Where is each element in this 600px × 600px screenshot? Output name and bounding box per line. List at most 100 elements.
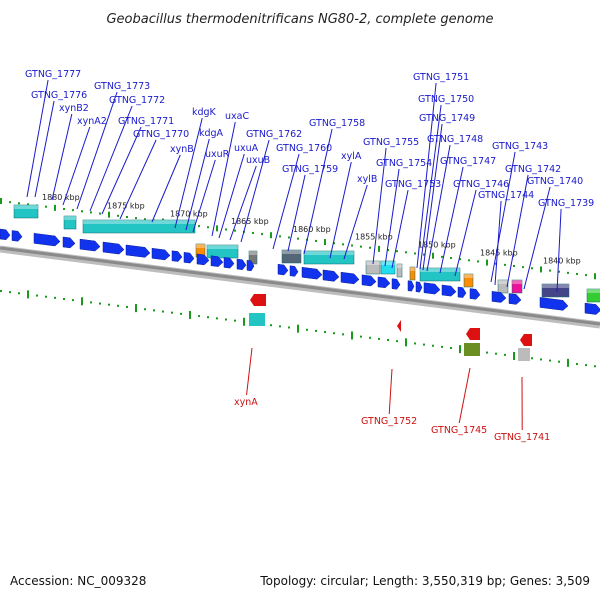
scale-tick (324, 239, 326, 246)
scale-tick (288, 236, 290, 239)
feature-block-highlight (304, 251, 354, 255)
scale-tick (63, 207, 65, 210)
scale-tick (207, 316, 209, 319)
feature-block-body (409, 266, 416, 281)
leader-line (101, 126, 142, 215)
gene-label-gtng_1759: GTNG_1759 (282, 164, 338, 175)
feature-block-body (281, 249, 302, 264)
scale-tick (378, 245, 380, 252)
gene-label-gtng_1777: GTNG_1777 (25, 69, 81, 80)
gene-label-gtng_1739: GTNG_1739 (538, 198, 594, 209)
feature-block-body (541, 283, 570, 298)
reverse-cds-arrow (466, 328, 480, 340)
scale-tick (549, 269, 551, 272)
scale-tick (360, 335, 362, 338)
cds-arrow (301, 266, 323, 280)
scale-tick (225, 318, 227, 321)
scale-tick (45, 295, 47, 298)
cds-arrow (0, 228, 11, 241)
cds-arrow (33, 233, 61, 247)
scale-tick (216, 317, 218, 320)
feature-block-highlight (420, 268, 460, 272)
feature-block-highlight (249, 251, 257, 255)
scale-tick (72, 299, 74, 302)
map-title: Geobacillus thermodenitrificans NG80-2, … (106, 12, 493, 27)
leader-line (494, 200, 502, 286)
gene-label-gtng_1762: GTNG_1762 (246, 129, 302, 140)
feature-block-highlight (381, 261, 395, 265)
cds-arrows (0, 228, 600, 315)
feature-block-highlight (397, 264, 402, 268)
scale-tick (297, 237, 299, 240)
feature-block (541, 283, 570, 298)
accession-text: Accession: NC_009328 (10, 574, 146, 588)
gene-label-uxur: uxuR (205, 149, 230, 160)
scale-tick (18, 292, 20, 295)
leader-line (119, 139, 157, 220)
scale-label: 1845 kbp (480, 249, 518, 258)
scale-tick (585, 364, 587, 367)
leader-line (89, 105, 133, 212)
scale-tick (18, 202, 20, 205)
backbone-core (0, 246, 600, 326)
scale-tick (243, 317, 245, 326)
scale-tick (441, 345, 443, 348)
scale-tick (117, 214, 119, 217)
gene-label-xyna2: xynA2 (77, 116, 107, 127)
scale-tick (90, 301, 92, 304)
reverse-cds-arrow (250, 294, 266, 306)
gene-label-gtng_1747: GTNG_1747 (440, 156, 496, 167)
gene-label-gtng_1743: GTNG_1743 (492, 141, 548, 152)
scale-tick (126, 215, 128, 218)
scale-tick (414, 252, 416, 255)
scale-tick (558, 270, 560, 273)
scale-tick (351, 331, 353, 340)
cds-arrow (246, 260, 255, 272)
gene-label-gtng_1751: GTNG_1751 (413, 72, 469, 83)
gene-label-xyla: xylA (341, 151, 362, 162)
feature-block-highlight (196, 244, 205, 248)
gene-label-xynb: xynB (170, 144, 194, 155)
scale-tick (405, 251, 407, 254)
leader-line (372, 147, 387, 265)
scale-tick (405, 338, 407, 347)
scale-tick (216, 225, 218, 232)
leader-line (419, 104, 442, 270)
cds-arrow (79, 238, 101, 252)
scale-tick (396, 250, 398, 253)
leader-line (192, 159, 216, 233)
scale-tick (333, 332, 335, 335)
leader-line (240, 139, 270, 243)
feature-block-body (511, 279, 523, 294)
scale-tick (513, 264, 515, 267)
scale-tick (36, 294, 38, 297)
feature-block-highlight (207, 245, 238, 249)
scale-tick (387, 339, 389, 342)
gene-label-gtng_1749: GTNG_1749 (419, 113, 475, 124)
genome-summary-text: Topology: circular; Length: 3,550,319 bp… (259, 574, 590, 588)
scale-tick (432, 344, 434, 347)
gene-labels: GTNG_1777 GTNG_1776 xynB2 xynA2 GTNG_1773 GTN… (25, 69, 594, 443)
gene-label-xylb: xylB (357, 174, 377, 185)
gene-label-gtng_1742: GTNG_1742 (505, 164, 561, 175)
leader-line (422, 123, 443, 271)
feature-block-highlight (542, 284, 569, 288)
scale-label: 1855 kbp (355, 233, 393, 242)
scale-tick (54, 296, 56, 299)
cds-arrow (441, 284, 457, 297)
gene-label-gtng_1755: GTNG_1755 (363, 137, 419, 148)
scale-tick (441, 255, 443, 258)
gene-label-gtng_1773: GTNG_1773 (94, 81, 150, 92)
cds-arrow (469, 288, 481, 300)
scale-tick (486, 351, 488, 354)
feature-blocks (13, 204, 600, 361)
leader-line (185, 138, 210, 231)
feature-block (396, 263, 403, 278)
scale-tick (99, 302, 101, 305)
cds-arrow (539, 297, 569, 311)
scale-label: 1840 kbp (543, 257, 581, 266)
scale-tick (135, 304, 137, 313)
scale-tick (351, 244, 353, 247)
cds-arrow (322, 269, 340, 282)
gene-label-gtng_1741: GTNG_1741 (494, 432, 550, 443)
